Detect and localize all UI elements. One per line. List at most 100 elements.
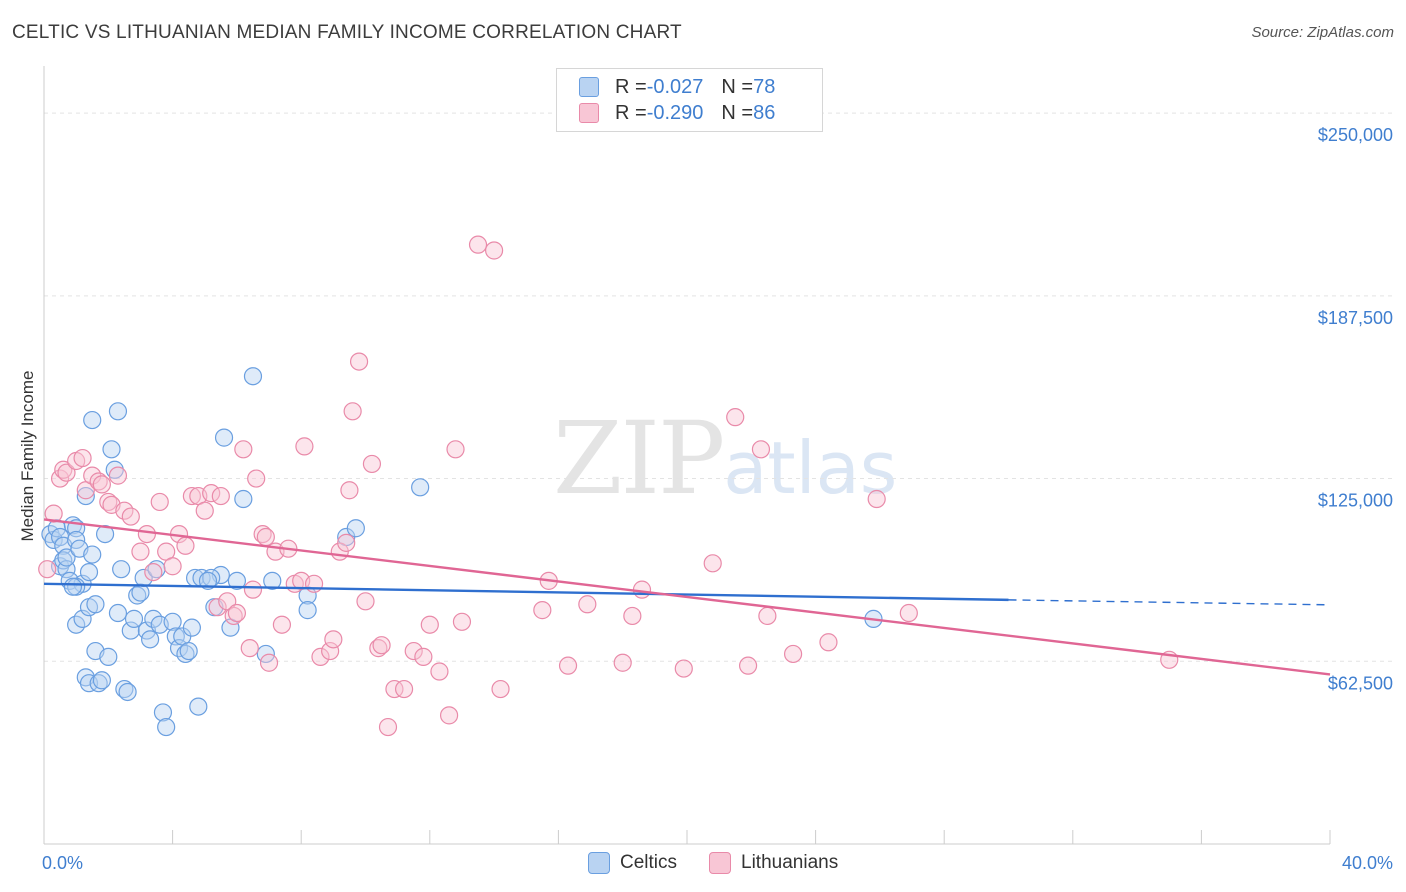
point-lithuanians [137, 524, 156, 544]
point-celtics [131, 583, 150, 602]
point-lithuanians [468, 235, 488, 254]
point-lithuanians [57, 463, 76, 482]
point-lithuanians [259, 653, 279, 672]
point-lithuanians [108, 466, 128, 485]
series-legend: Celtics Lithuanians [588, 852, 870, 874]
point-celtics [157, 717, 176, 737]
point-celtics [89, 674, 108, 693]
point-lithuanians [121, 507, 140, 526]
legend-item-lithuanians: Lithuanians [709, 852, 838, 874]
point-celtics [73, 609, 92, 628]
point-lithuanians [414, 647, 433, 666]
point-celtics [79, 562, 99, 582]
point-celtics [95, 524, 115, 544]
point-celtics [102, 440, 121, 459]
legend-r-label: R = [615, 75, 647, 98]
point-celtics [176, 644, 195, 664]
point-lithuanians [613, 653, 632, 672]
point-lithuanians [304, 574, 324, 593]
point-celtics [99, 647, 118, 666]
y-tick-label: $187,500 [1318, 308, 1393, 328]
point-celtics [86, 595, 105, 614]
point-celtics [163, 612, 182, 631]
point-lithuanians [311, 647, 330, 666]
point-lithuanians [150, 492, 169, 512]
trendline-celtics [43, 582, 1009, 602]
legend-label-lithuanians: Lithuanians [741, 852, 839, 873]
y-tick-label: $250,000 [1318, 125, 1393, 145]
point-lithuanians [256, 527, 275, 547]
point-lithuanians [491, 679, 510, 699]
point-lithuanians [446, 440, 465, 459]
point-lithuanians [738, 656, 758, 675]
point-celtics [182, 618, 201, 637]
legend-row-lithuanians: R = -0.290 N = 86 [579, 100, 775, 126]
legend-n-value: 78 [753, 75, 776, 98]
point-lithuanians [99, 492, 118, 512]
point-lithuanians [452, 612, 472, 631]
point-celtics [63, 516, 83, 535]
point-celtics [227, 571, 246, 590]
point-celtics [57, 548, 76, 567]
point-lithuanians [751, 440, 771, 459]
point-lithuanians [247, 469, 266, 488]
point-celtics [83, 410, 102, 430]
point-lithuanians [89, 472, 108, 491]
point-lithuanians [867, 489, 886, 509]
point-lithuanians [243, 580, 263, 599]
point-lithuanians [349, 352, 369, 371]
point-lithuanians [819, 633, 838, 652]
legend-n-label: N = [721, 75, 754, 98]
legend-item-celtics: Celtics [588, 852, 677, 874]
legend-swatch-celtics [588, 852, 610, 874]
point-celtics [189, 697, 208, 716]
y-tick-label: $62,500 [1328, 673, 1393, 693]
point-lithuanians [321, 641, 340, 661]
point-lithuanians [54, 460, 73, 479]
point-lithuanians [234, 440, 253, 459]
stats-legend: R = -0.027 N = 78 R = -0.290 N = 86 [556, 68, 823, 132]
point-celtics [108, 603, 128, 623]
point-lithuanians [703, 554, 722, 573]
point-celtics [118, 682, 137, 702]
point-celtics [112, 560, 131, 579]
point-lithuanians [224, 606, 243, 626]
trendline-lithuanians [43, 518, 1331, 676]
point-lithuanians [378, 717, 398, 737]
point-celtics [346, 519, 365, 538]
point-lithuanians [783, 644, 803, 664]
legend-swatch-lithuanians [579, 103, 599, 123]
watermark: ZIPatlas [553, 400, 897, 517]
point-celtics [128, 586, 147, 605]
point-lithuanians [394, 679, 414, 699]
point-lithuanians [420, 615, 439, 634]
x-tick-label: 0.0% [42, 853, 83, 873]
point-lithuanians [324, 630, 343, 649]
point-celtics [153, 703, 173, 722]
point-lithuanians [144, 562, 163, 582]
legend-n-label: N = [721, 101, 754, 124]
point-lithuanians [362, 454, 382, 474]
point-celtics [263, 571, 282, 590]
x-tick-label: 40.0% [1342, 853, 1393, 873]
point-lithuanians [73, 448, 92, 468]
point-celtics [411, 478, 430, 497]
point-lithuanians [369, 639, 388, 658]
point-celtics [105, 460, 124, 479]
point-lithuanians [92, 475, 111, 494]
point-lithuanians [726, 408, 745, 427]
point-lithuanians [558, 656, 578, 675]
point-celtics [198, 571, 218, 590]
point-lithuanians [211, 486, 230, 506]
point-lithuanians [195, 501, 214, 520]
point-celtics [76, 486, 95, 506]
point-lithuanians [163, 557, 182, 576]
legend-row-celtics: R = -0.027 N = 78 [579, 74, 775, 100]
point-lithuanians [430, 662, 449, 681]
point-lithuanians [227, 603, 246, 623]
legend-r-label: R = [615, 101, 647, 124]
legend-r-value: -0.027 [646, 75, 704, 98]
point-lithuanians [899, 603, 918, 623]
point-celtics [214, 428, 234, 447]
point-celtics [92, 671, 111, 690]
